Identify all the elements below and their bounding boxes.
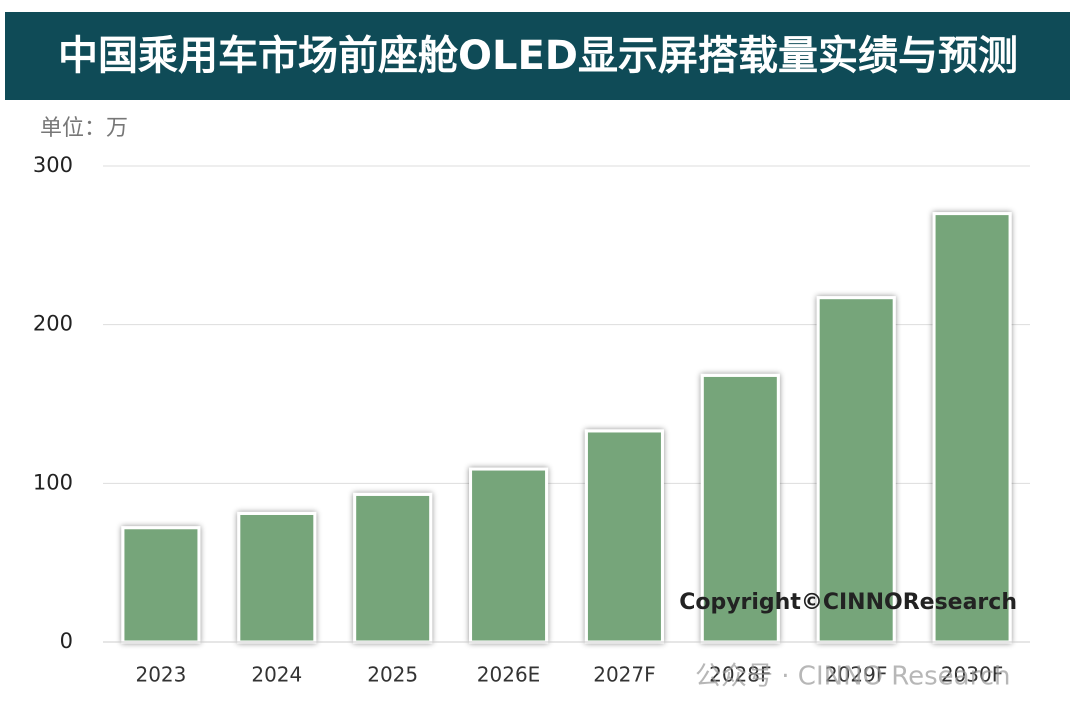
bar	[121, 526, 201, 644]
copyright: Copyright©CINNOResearch	[679, 590, 1017, 615]
bar	[816, 296, 896, 644]
x-tick-label: 2029F	[825, 663, 887, 687]
y-tick-label: 0	[60, 629, 73, 653]
title-bar	[5, 12, 1070, 100]
x-tick-label: 2026E	[477, 663, 541, 687]
x-tick-label: 2028F	[709, 663, 771, 687]
y-tick-label: 300	[33, 153, 73, 177]
plot-area: 0 100 200 300 2023 2024 2025 2026E 2027F 2028F 202…	[33, 153, 1030, 687]
unit-label: 单位：万	[40, 116, 128, 141]
y-tick-label: 200	[33, 312, 73, 336]
bar	[353, 492, 433, 644]
bar	[932, 212, 1012, 644]
bar	[700, 373, 780, 644]
bar	[237, 511, 317, 644]
y-tick-label: 100	[33, 470, 73, 494]
x-tick-label: 2025	[367, 663, 418, 687]
bar	[584, 429, 664, 644]
watermark: 公众号 · CINNO Research	[695, 662, 1011, 692]
x-tick-label: 2024	[251, 663, 302, 687]
bar	[469, 467, 549, 644]
x-tick-label: 2023	[135, 663, 186, 687]
x-tick-label: 2027F	[593, 663, 655, 687]
chart-title: 中国乘用车市场前座舱OLED显示屏搭载量实绩与预测	[58, 33, 1018, 79]
x-tick-label: 2030F	[941, 663, 1003, 687]
